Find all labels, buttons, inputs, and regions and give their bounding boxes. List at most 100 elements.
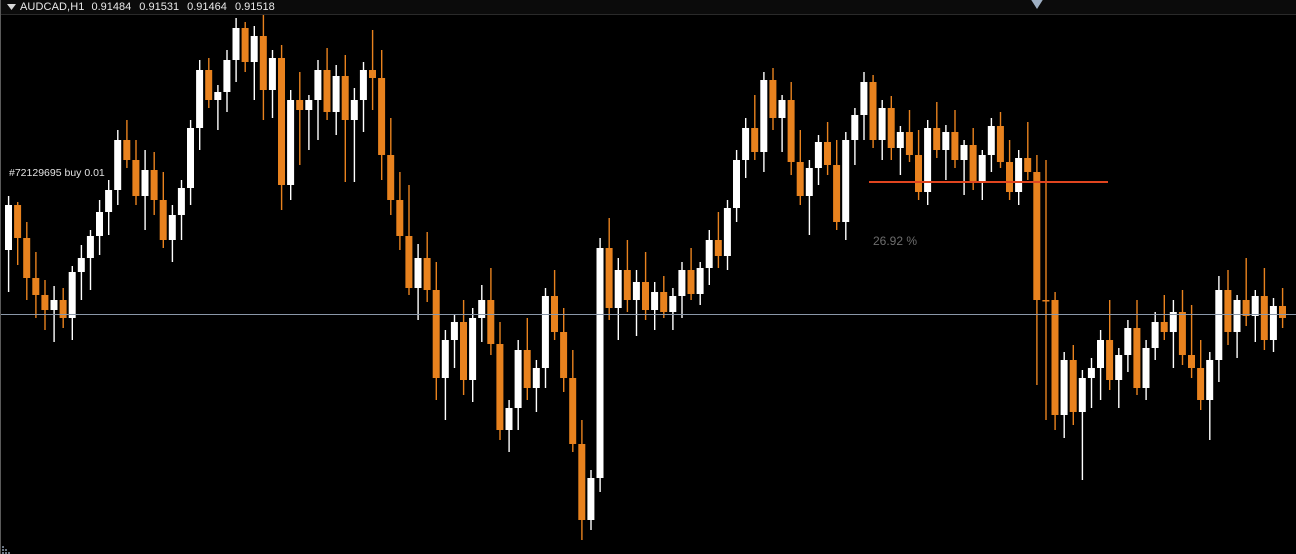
candle-body <box>824 142 831 165</box>
candle-body <box>1115 355 1123 380</box>
candle-body <box>32 278 40 295</box>
candle-wick <box>253 26 255 100</box>
candle-body <box>514 350 522 408</box>
candle-body <box>405 236 413 288</box>
candle-body <box>159 200 167 240</box>
candle-body <box>723 208 731 256</box>
candle-body <box>1133 328 1141 388</box>
candle-wick <box>1172 300 1175 368</box>
candle-body <box>68 272 76 318</box>
candle-body <box>369 70 376 78</box>
candle-body <box>105 190 113 212</box>
candle-body <box>924 128 932 192</box>
candle-body <box>314 70 322 100</box>
chart-plot-area[interactable] <box>1 15 1296 554</box>
candle-body <box>878 108 886 140</box>
candle-body <box>1051 300 1059 415</box>
candle-body <box>532 368 540 388</box>
candle-body <box>1078 378 1086 412</box>
candle-body <box>960 145 968 160</box>
candle-body <box>305 100 313 110</box>
candle-body <box>978 155 986 182</box>
candle-body <box>469 318 477 380</box>
candle-body <box>796 162 804 196</box>
candle-body <box>541 296 549 368</box>
candle-body <box>114 140 122 190</box>
take-profit-line[interactable] <box>869 181 1108 183</box>
candle-body <box>423 258 431 290</box>
candle-body <box>1215 290 1223 360</box>
candle-body <box>1087 368 1095 378</box>
candle-body <box>396 200 404 236</box>
candle-body <box>751 128 759 152</box>
candle-body <box>696 268 704 294</box>
candle-body <box>642 282 649 310</box>
candle-body <box>623 270 631 300</box>
candle-body <box>241 28 249 62</box>
candle-body <box>1097 340 1104 368</box>
candle-wick <box>1163 295 1165 340</box>
candle-body <box>778 100 786 118</box>
candle-body <box>378 78 386 155</box>
candle-body <box>1224 290 1232 332</box>
candle-body <box>1242 300 1250 316</box>
candle-body <box>141 170 149 196</box>
candle-body <box>933 128 941 150</box>
candle-wick <box>299 72 301 165</box>
candle-body <box>1033 172 1041 300</box>
candle-body <box>259 36 267 90</box>
chevron-down-icon[interactable] <box>4 0 18 15</box>
candle-body <box>987 126 995 155</box>
candle-body <box>760 80 768 152</box>
candle-body <box>714 240 722 256</box>
ohlc-close: 0.91518 <box>234 0 275 13</box>
candle-body <box>387 155 395 200</box>
candle-body <box>460 322 467 380</box>
candle-body <box>705 240 713 268</box>
candle-wick <box>1045 160 1047 420</box>
candle-body <box>323 70 331 112</box>
candle-body <box>1024 158 1032 172</box>
candle-body <box>5 205 12 250</box>
candle-body <box>132 160 140 196</box>
candle-body <box>614 270 622 308</box>
candle-body <box>177 188 185 215</box>
candle-body <box>887 108 895 148</box>
candle-body <box>605 248 613 308</box>
candle-body <box>842 140 850 222</box>
candle-body <box>478 300 486 318</box>
order-label[interactable]: #72129695 buy 0.01 <box>9 167 105 179</box>
candle-body <box>487 300 495 344</box>
resize-grip-icon[interactable] <box>2 542 14 554</box>
candle-body <box>596 248 604 478</box>
candle-body <box>1060 360 1068 415</box>
candle-body <box>432 290 440 378</box>
candle-wick <box>453 315 456 368</box>
candle-body <box>1251 296 1259 316</box>
candle-body <box>214 92 222 100</box>
candle-body <box>669 296 677 312</box>
candle-body <box>187 128 194 188</box>
candle-body <box>1160 322 1168 332</box>
candle-body <box>86 236 94 258</box>
candle-body <box>287 100 295 185</box>
candle-body <box>951 132 959 160</box>
candle-body <box>1260 296 1268 340</box>
candle-body <box>942 132 950 150</box>
candle-body <box>59 300 67 318</box>
triangle-down-marker[interactable] <box>1030 0 1044 14</box>
candle-body <box>414 258 422 288</box>
candle-body <box>578 444 586 520</box>
candle-wick <box>217 85 219 130</box>
candle-body <box>50 300 58 310</box>
candle-wick <box>781 95 783 152</box>
candle-body <box>523 350 531 388</box>
candle-body <box>350 100 358 120</box>
candle-body <box>678 270 686 296</box>
candle-body <box>223 60 231 92</box>
candle-body <box>905 132 913 155</box>
candle-body <box>341 76 349 120</box>
candle-body <box>733 160 740 208</box>
candle-body <box>1015 158 1023 192</box>
